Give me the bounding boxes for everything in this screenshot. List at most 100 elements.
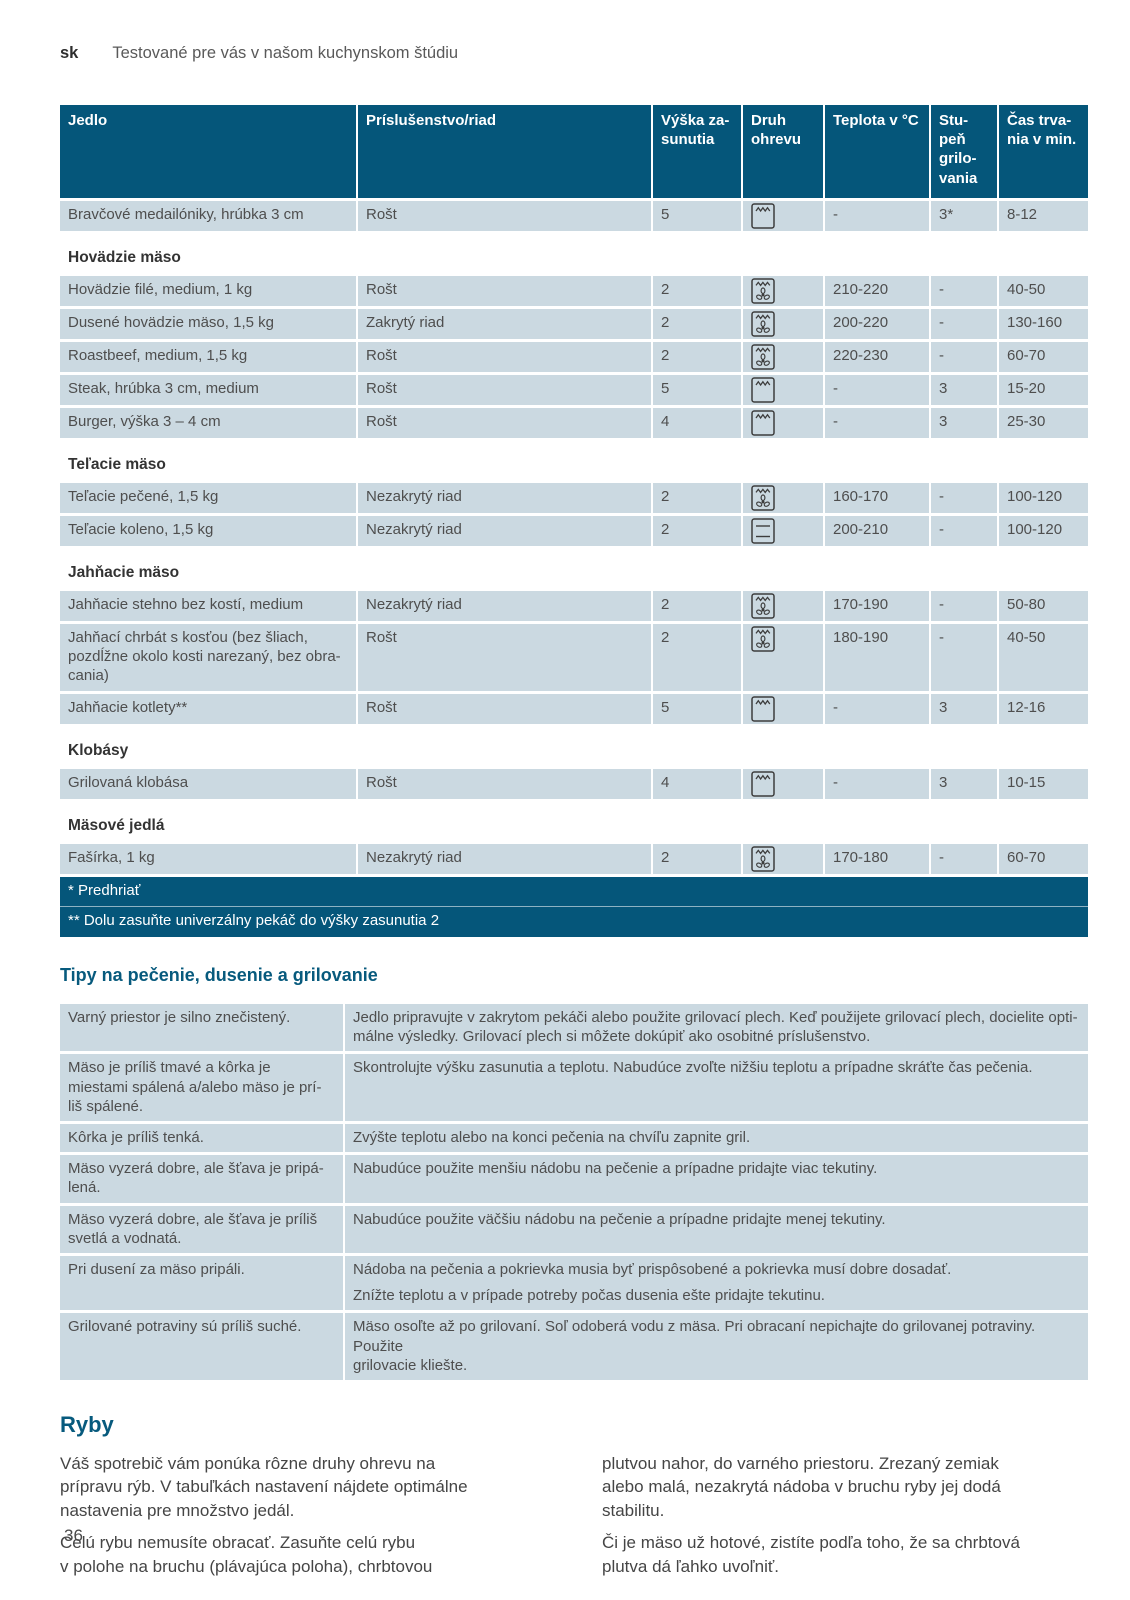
temperature-cell: 170-180 [825, 843, 929, 874]
table-row: Dusené hovädzie mäso, 1,5 kg Zakrytý riad… [60, 309, 1088, 339]
temperature-cell: 200-220 [825, 309, 929, 339]
table-row: Teľacie koleno, 1,5 kg Nezakrytý riad 2 20… [60, 516, 1088, 546]
solution-paragraph: Zvýšte teplotu alebo na konci pečenia na… [353, 1129, 751, 1146]
time-cell: 60-70 [999, 843, 1088, 874]
food-cell: Jahňací chrbát s kosťou (bez šliach, poz… [60, 624, 356, 691]
level-cell: 4 [653, 768, 741, 799]
food-cell: Jahňacie stehno bez kostí, medium [60, 591, 356, 621]
table-row: Burger, výška 3 – 4 cm Rošt 4 -3 25-30 [60, 408, 1088, 438]
level-cell: 2 [653, 276, 741, 306]
accessory-cell: Nezakrytý riad [358, 843, 651, 874]
level-cell: 2 [653, 591, 741, 621]
grill-level-cell: - [931, 624, 997, 691]
grill-level-cell: - [931, 342, 997, 372]
food-cell: Teľacie koleno, 1,5 kg [60, 516, 356, 546]
heat-type-cell [743, 342, 823, 372]
time-cell: 130-160 [999, 309, 1088, 339]
solution-cell: Jedlo pripravujte v zakrytom pekáči aleb… [345, 1004, 1088, 1052]
grill-level-cell: - [931, 516, 997, 546]
grill-icon [751, 203, 775, 229]
problem-cell: Mäso vyzerá dobre, ale šťava je pripá- l… [60, 1155, 343, 1203]
table-row: Hovädzie filé, medium, 1 kg Rošt 2 210-220… [60, 276, 1088, 306]
food-cell: Roastbeef, medium, 1,5 kg [60, 342, 356, 372]
solution-paragraph: Nabudúce použite menšiu nádobu na pečeni… [353, 1160, 878, 1178]
accessory-cell: Rošt [358, 693, 651, 724]
temperature-cell: - [825, 201, 929, 231]
grill-icon [751, 770, 775, 797]
grill-level-cell: - [931, 309, 997, 339]
accessory-cell: Nezakrytý riad [358, 591, 651, 621]
fish-text-left-column: Váš spotrebič vám ponúka rôzne druhy ohr… [60, 1452, 546, 1587]
cooking-settings-table: Jedlo Príslušenstvo/riad Výška za- sunutia… [60, 105, 1088, 938]
heat-type-cell [743, 693, 823, 724]
manual-page: sk Testované pre vás v našom kuchynskom … [60, 0, 1088, 1587]
footnote-line: ** Dolu zasuňte univerzálny pekáč do výš… [60, 906, 1088, 937]
col-header-time: Čas trva- nia v min. [999, 105, 1088, 198]
level-cell: 2 [653, 309, 741, 339]
food-cell: Steak, hrúbka 3 cm, medium [60, 375, 356, 405]
tips-row: Mäso vyzerá dobre, ale šťava je pripá- l… [60, 1155, 1088, 1203]
level-cell: 5 [653, 375, 741, 405]
col-header-heat-type: Druh ohrevu [743, 105, 823, 198]
food-cell: Fašírka, 1 kg [60, 843, 356, 874]
grill-level-cell: - [931, 591, 997, 621]
temperature-cell: 200-210 [825, 516, 929, 546]
table-row: Jahňacie kotlety** Rošt 5 -3 12-16 [60, 693, 1088, 724]
level-cell: 5 [653, 201, 741, 231]
accessory-cell: Rošt [358, 342, 651, 372]
time-cell: 25-30 [999, 408, 1088, 438]
hot-air-grill-icon [751, 626, 775, 652]
footnote-line: * Predhriať [68, 881, 141, 899]
temperature-cell: - [825, 768, 929, 799]
food-cell: Burger, výška 3 – 4 cm [60, 408, 356, 438]
time-cell: 8-12 [999, 201, 1088, 231]
food-cell: Dusené hovädzie mäso, 1,5 kg [60, 309, 356, 339]
fish-text: Váš spotrebič vám ponúka rôzne druhy ohr… [60, 1452, 1088, 1587]
temperature-cell: - [825, 693, 929, 724]
time-cell: 100-120 [999, 483, 1088, 513]
fish-paragraph: Či je mäso už hotové, zistíte podľa toho… [602, 1533, 1020, 1576]
temperature-cell: - [825, 408, 929, 438]
solution-cell: Nabudúce použite menšiu nádobu na pečeni… [345, 1155, 1088, 1203]
accessory-cell: Rošt [358, 408, 651, 438]
solution-paragraph: Znížte teplotu a v prípade potreby počas… [353, 1287, 825, 1305]
solution-cell: Zvýšte teplotu alebo na konci pečenia na… [345, 1124, 1088, 1153]
time-cell: 100-120 [999, 516, 1088, 546]
time-cell: 50-80 [999, 591, 1088, 621]
temperature-cell: 160-170 [825, 483, 929, 513]
hot-air-grill-icon [751, 278, 775, 304]
tips-row: Kôrka je príliš tenká. Zvýšte teplotu ale… [60, 1124, 1088, 1153]
level-cell: 2 [653, 483, 741, 513]
temperature-cell: 170-190 [825, 591, 929, 621]
problem-cell: Kôrka je príliš tenká. [60, 1124, 343, 1153]
accessory-cell: Zakrytý riad [358, 309, 651, 339]
food-cell: Grilovaná klobása [60, 768, 356, 799]
table-header-row: Jedlo Príslušenstvo/riad Výška za- sunutia… [60, 105, 1088, 198]
table-row: Bravčové medailóniky, hrúbka 3 cm Rošt 5 -… [60, 201, 1088, 231]
top-bottom-heat-icon [751, 518, 775, 544]
heat-type-cell [743, 624, 823, 691]
heat-type-cell [743, 375, 823, 405]
level-cell: 2 [653, 516, 741, 546]
grill-icon [751, 377, 775, 403]
solution-cell: Mäso osoľte až po grilovaní. Soľ odoberá… [345, 1313, 1088, 1380]
grill-level-cell: 3 [931, 768, 997, 799]
level-cell: 2 [653, 342, 741, 372]
hot-air-grill-icon [751, 485, 775, 511]
heat-type-cell [743, 408, 823, 438]
table-row: Grilovaná klobása Rošt 4 -3 10-15 [60, 768, 1088, 799]
accessory-cell: Rošt [358, 201, 651, 231]
col-header-food: Jedlo [60, 105, 356, 198]
page-number: 36 [64, 1526, 83, 1545]
grill-level-cell: 3 [931, 693, 997, 724]
table-row: Fašírka, 1 kg Nezakrytý riad 2 170-180-60-… [60, 843, 1088, 874]
food-cell: Bravčové medailóniky, hrúbka 3 cm [60, 201, 356, 231]
temperature-cell: 210-220 [825, 276, 929, 306]
heat-type-cell [743, 516, 823, 546]
fish-paragraph: Váš spotrebič vám ponúka rôzne druhy ohr… [60, 1453, 468, 1520]
solution-paragraph: Nabudúce použite väčšiu nádobu na pečeni… [353, 1210, 886, 1228]
heat-type-cell [743, 768, 823, 799]
level-cell: 5 [653, 693, 741, 724]
problem-cell: Mäso vyzerá dobre, ale šťava je príliš s… [60, 1205, 343, 1253]
grill-level-cell: - [931, 276, 997, 306]
